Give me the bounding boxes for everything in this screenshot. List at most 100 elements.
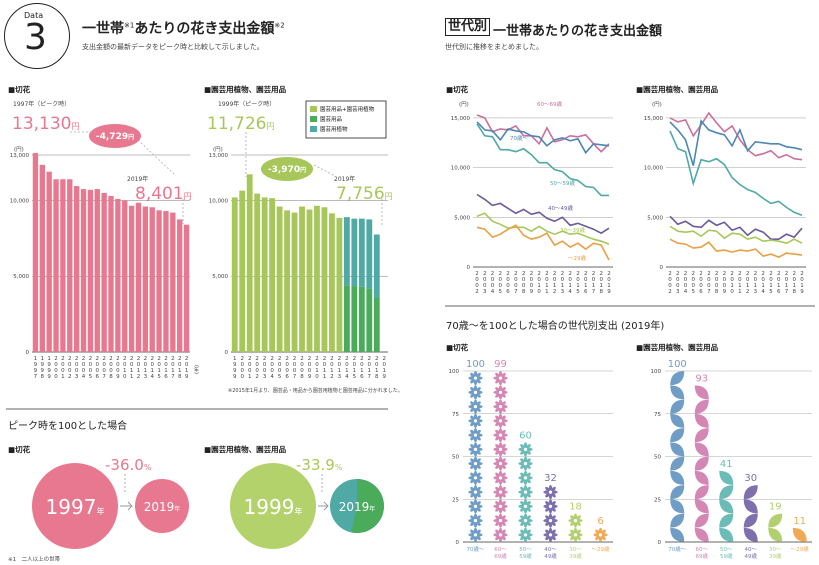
- bar-xtick-label: 0: [330, 362, 334, 368]
- bar: [67, 179, 73, 352]
- bar-xtick-label: 2: [157, 356, 161, 362]
- bar-xtick-label: 2: [68, 356, 72, 362]
- bar-xtick-label: 1: [233, 356, 237, 362]
- bar-xtick-label: 0: [89, 362, 93, 368]
- line-yaxis-unit: (円): [459, 101, 469, 108]
- picto-value-label: 100: [668, 359, 687, 370]
- flower-petal: [495, 406, 501, 412]
- bar-xtick-label: 2: [315, 356, 319, 362]
- bar-xtick-label: 1: [338, 368, 342, 374]
- flower-petal: [595, 534, 601, 541]
- bar-xtick-label: 0: [240, 374, 244, 380]
- bar: [101, 192, 107, 352]
- bar-xtick-label: 0: [300, 362, 304, 368]
- flower-petal: [470, 477, 476, 484]
- bar-xtick-label: 0: [285, 368, 289, 374]
- flower-petal: [570, 520, 576, 526]
- flower-petal: [525, 463, 531, 469]
- flower-petal: [500, 520, 506, 526]
- bar-xtick-label: 0: [323, 362, 327, 368]
- line-xtick-label: 0: [692, 277, 696, 283]
- cut-picto-title: ■切花: [446, 342, 469, 352]
- line-xtick-label: 4: [491, 289, 495, 295]
- bar-xtick-label: 0: [248, 362, 252, 368]
- flower-petal: [520, 515, 526, 521]
- line-xtick-label: 0: [715, 277, 719, 283]
- peak-cut-big-circle: [32, 463, 118, 549]
- bar: [231, 197, 238, 352]
- line-ytick-label: 5,000: [647, 215, 663, 221]
- bar: [142, 206, 149, 352]
- pie-supplies-slice: [351, 479, 385, 533]
- bar-xtick-label: 0: [293, 362, 297, 368]
- leaf-icon: [719, 527, 734, 542]
- flower-center: [598, 533, 603, 537]
- flower-center: [523, 476, 528, 480]
- line-xtick-label: 2: [746, 289, 750, 295]
- line-ytick-label: 10,000: [644, 166, 664, 172]
- flower-petal: [495, 520, 501, 526]
- line-xtick-label: 2: [506, 271, 510, 277]
- bar-xtick-label: 1: [41, 356, 45, 362]
- line-xtick-label: 1: [800, 283, 804, 289]
- flower-petal: [470, 372, 476, 379]
- line-ytick-label: 0: [660, 265, 664, 271]
- flower-petal: [475, 429, 481, 436]
- line-xtick-label: 2: [668, 289, 672, 295]
- picto-ytick-label: 50: [654, 455, 661, 461]
- bar-xtick-label: 0: [68, 362, 72, 368]
- line-xtick-label: 5: [499, 289, 503, 295]
- line-xtick-label: 2: [568, 271, 572, 277]
- bar: [39, 164, 45, 352]
- bar-xtick-label: 0: [89, 368, 93, 374]
- picto-value-label: 32: [544, 473, 557, 484]
- picto-value-label: 6: [597, 516, 603, 527]
- flower-petal: [470, 415, 476, 421]
- line-xtick-label: 0: [545, 277, 549, 283]
- flower-petal: [500, 392, 506, 398]
- flower-center: [498, 376, 503, 380]
- bar: [254, 193, 261, 352]
- line-xtick-label: 1: [754, 283, 758, 289]
- bar-xtick-label: 0: [123, 362, 127, 368]
- flower-petal: [520, 486, 526, 493]
- bar-ytick-label: 0: [225, 350, 229, 356]
- flower-petal: [470, 492, 476, 498]
- picto-value-label: 60: [519, 430, 532, 441]
- garden-bar-latest-year: 2019年: [334, 175, 355, 183]
- bar-xtick-label: 0: [144, 362, 148, 368]
- flower-petal: [470, 463, 476, 469]
- flower-petal: [495, 449, 501, 455]
- flower-petal: [550, 515, 556, 521]
- line-xtick-label: 0: [475, 277, 479, 283]
- bar: [269, 198, 276, 352]
- bar-xtick-label: 0: [263, 368, 267, 374]
- picto-category-label: ～29歳: [791, 545, 809, 553]
- garden-plants-value-label: 3,614: [380, 236, 386, 250]
- leaf-icon: [670, 371, 685, 386]
- line-xtick-label: 2: [730, 271, 734, 277]
- flower-petal: [475, 372, 481, 379]
- line-xtick-label: 2: [684, 271, 688, 277]
- flower-petal: [575, 534, 581, 541]
- line-xtick-label: 3: [676, 289, 680, 295]
- leaf-icon: [670, 513, 685, 528]
- flower-petal: [500, 477, 506, 484]
- bar-xtick-label: 2: [255, 356, 259, 362]
- bar-xtick-label: 6: [164, 374, 168, 380]
- line-xtick-label: 0: [668, 277, 672, 283]
- bar-xtick-label: 2: [102, 356, 106, 362]
- line-series: [476, 121, 610, 155]
- bar-xtick-label: 9: [308, 374, 312, 380]
- line-xtick-label: 2: [769, 271, 773, 277]
- line-xtick-label: 2: [746, 271, 750, 277]
- line-xtick-label: 0: [676, 277, 680, 283]
- peak-cut-percent: -36.0%: [105, 456, 152, 474]
- flower-center: [473, 533, 478, 537]
- bar-xtick-label: 1: [61, 374, 65, 380]
- flower-petal: [500, 420, 506, 427]
- bar: [246, 174, 253, 352]
- bar-xtick-label: 0: [278, 368, 282, 374]
- flower-petal: [525, 458, 531, 464]
- picto-category-label: 30～: [769, 547, 782, 553]
